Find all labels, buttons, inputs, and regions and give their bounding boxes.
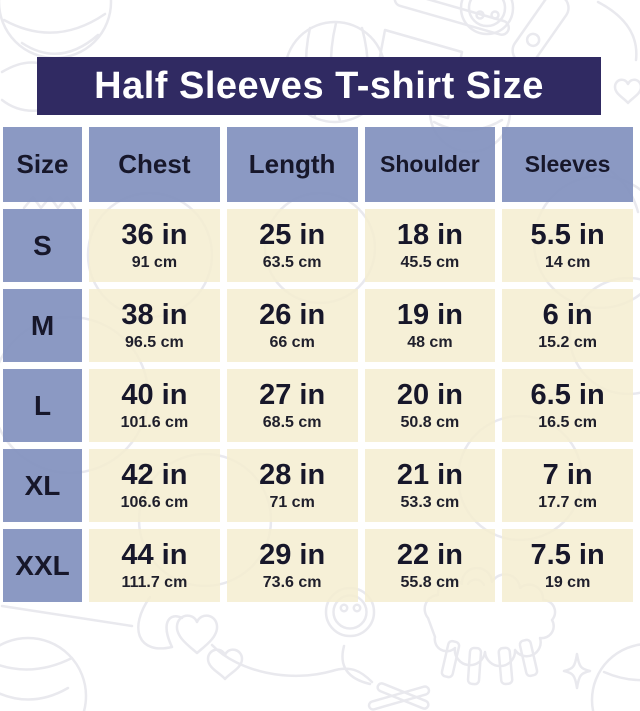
cell-cm-value: 96.5 cm: [125, 333, 184, 351]
cell-inches-value: 19 in: [396, 298, 463, 331]
table-cell-l-shoulder: 20 in 50.8 cm: [364, 369, 496, 442]
cell-inches-value: 7 in: [542, 458, 593, 491]
cell-cm-value: 50.8 cm: [400, 413, 460, 431]
row-label-s: S: [3, 209, 82, 282]
cell-inches-value: 7.5 in: [530, 538, 605, 571]
column-header-size: Size: [3, 127, 82, 202]
doodle-arc: [341, 644, 372, 686]
cell-cm-value: 16.5 cm: [538, 413, 597, 431]
table-cell-xl-sleeves: 7 in 17.7 cm: [502, 449, 633, 522]
cell-cm-value: 53.3 cm: [400, 493, 460, 511]
table-cell-xxl-shoulder: 22 in 55.8 cm: [364, 529, 496, 602]
sparkle-icon: [562, 652, 592, 690]
cell-inches-value: 6.5 in: [530, 378, 605, 411]
cell-cm-value: 19 cm: [544, 573, 591, 591]
table-cell-l-sleeves: 6.5 in 16.5 cm: [502, 369, 633, 442]
cell-cm-value: 45.5 cm: [400, 253, 460, 271]
cell-cm-value: 101.6 cm: [120, 413, 189, 431]
cell-cm-value: 48 cm: [407, 333, 453, 351]
cell-inches-value: 44 in: [121, 538, 188, 571]
table-cell-s-shoulder: 18 in 45.5 cm: [364, 209, 496, 282]
cell-inches-value: 22 in: [396, 538, 463, 571]
cell-inches-value: 36 in: [121, 218, 188, 251]
cell-inches-value: 20 in: [396, 378, 463, 411]
table-cell-m-sleeves: 6 in 15.2 cm: [502, 289, 633, 362]
cell-cm-value: 68.5 cm: [262, 413, 322, 431]
cell-inches-value: 21 in: [396, 458, 463, 491]
table-cell-xxl-chest: 44 in 111.7 cm: [89, 529, 220, 602]
row-label-xxl: XXL: [3, 529, 82, 602]
cell-cm-value: 55.8 cm: [400, 573, 460, 591]
cell-inches-value: 26 in: [259, 298, 326, 331]
table-cell-xl-chest: 42 in 106.6 cm: [89, 449, 220, 522]
cell-inches-value: 18 in: [396, 218, 463, 251]
cell-cm-value: 71 cm: [269, 493, 315, 511]
table-cell-l-length: 27 in 68.5 cm: [226, 369, 358, 442]
table-cell-m-chest: 38 in 96.5 cm: [89, 289, 220, 362]
cell-inches-value: 5.5 in: [530, 218, 605, 251]
heart-icon: [613, 78, 640, 105]
cell-inches-value: 42 in: [121, 458, 188, 491]
cell-inches-value: 27 in: [259, 378, 326, 411]
cell-cm-value: 15.2 cm: [538, 333, 597, 351]
doodle-curve: [596, 0, 638, 62]
cell-inches-value: 38 in: [121, 298, 188, 331]
table-cell-xxl-length: 29 in 73.6 cm: [226, 529, 358, 602]
table-cell-xxl-sleeves: 7.5 in 19 cm: [502, 529, 633, 602]
cell-cm-value: 17.7 cm: [538, 493, 597, 511]
heart-icon: [206, 648, 244, 681]
cell-cm-value: 66 cm: [269, 333, 315, 351]
table-cell-s-sleeves: 5.5 in 14 cm: [502, 209, 633, 282]
cell-cm-value: 73.6 cm: [262, 573, 322, 591]
cell-cm-value: 106.6 cm: [120, 493, 189, 511]
table-cell-m-length: 26 in 66 cm: [226, 289, 358, 362]
row-label-m: M: [3, 289, 82, 362]
page-title: Half Sleeves T-shirt Size: [94, 64, 544, 107]
yarn-ball-icon: [590, 643, 640, 711]
yarn-thread-icon: [137, 595, 184, 650]
thread-heart-icon: [175, 614, 219, 655]
cell-inches-value: 25 in: [259, 218, 326, 251]
cell-inches-value: 29 in: [259, 538, 326, 571]
table-cell-xl-length: 28 in 71 cm: [226, 449, 358, 522]
title-banner: Half Sleeves T-shirt Size: [37, 57, 601, 115]
table-cell-l-chest: 40 in 101.6 cm: [89, 369, 220, 442]
knitting-needle-icon: [0, 604, 134, 628]
row-label-xl: XL: [3, 449, 82, 522]
cell-cm-value: 14 cm: [544, 253, 591, 271]
table-cell-s-chest: 36 in 91 cm: [89, 209, 220, 282]
cell-cm-value: 91 cm: [131, 253, 178, 271]
cell-inches-value: 40 in: [121, 378, 188, 411]
table-cell-s-length: 25 in 63.5 cm: [226, 209, 358, 282]
crossed-needles-icon: [367, 682, 431, 711]
row-label-l: L: [3, 369, 82, 442]
cell-cm-value: 111.7 cm: [121, 573, 188, 591]
cell-inches-value: 6 in: [542, 298, 593, 331]
yarn-ball-icon: [0, 0, 113, 60]
cell-inches-value: 28 in: [259, 458, 326, 491]
column-header-sleeves: Sleeves: [502, 127, 633, 202]
knitting-needle-icon: [393, 0, 511, 36]
column-header-length: Length: [226, 127, 358, 202]
yarn-ball-icon: [0, 636, 88, 711]
column-header-chest: Chest: [89, 127, 220, 202]
table-cell-m-shoulder: 19 in 48 cm: [364, 289, 496, 362]
size-table: Size Chest Length Shoulder Sleeves S 36 …: [3, 127, 633, 602]
column-header-shoulder: Shoulder: [364, 127, 496, 202]
table-cell-xl-shoulder: 21 in 53.3 cm: [364, 449, 496, 522]
cell-cm-value: 63.5 cm: [262, 253, 322, 271]
yarn-thread-icon: [210, 643, 374, 684]
